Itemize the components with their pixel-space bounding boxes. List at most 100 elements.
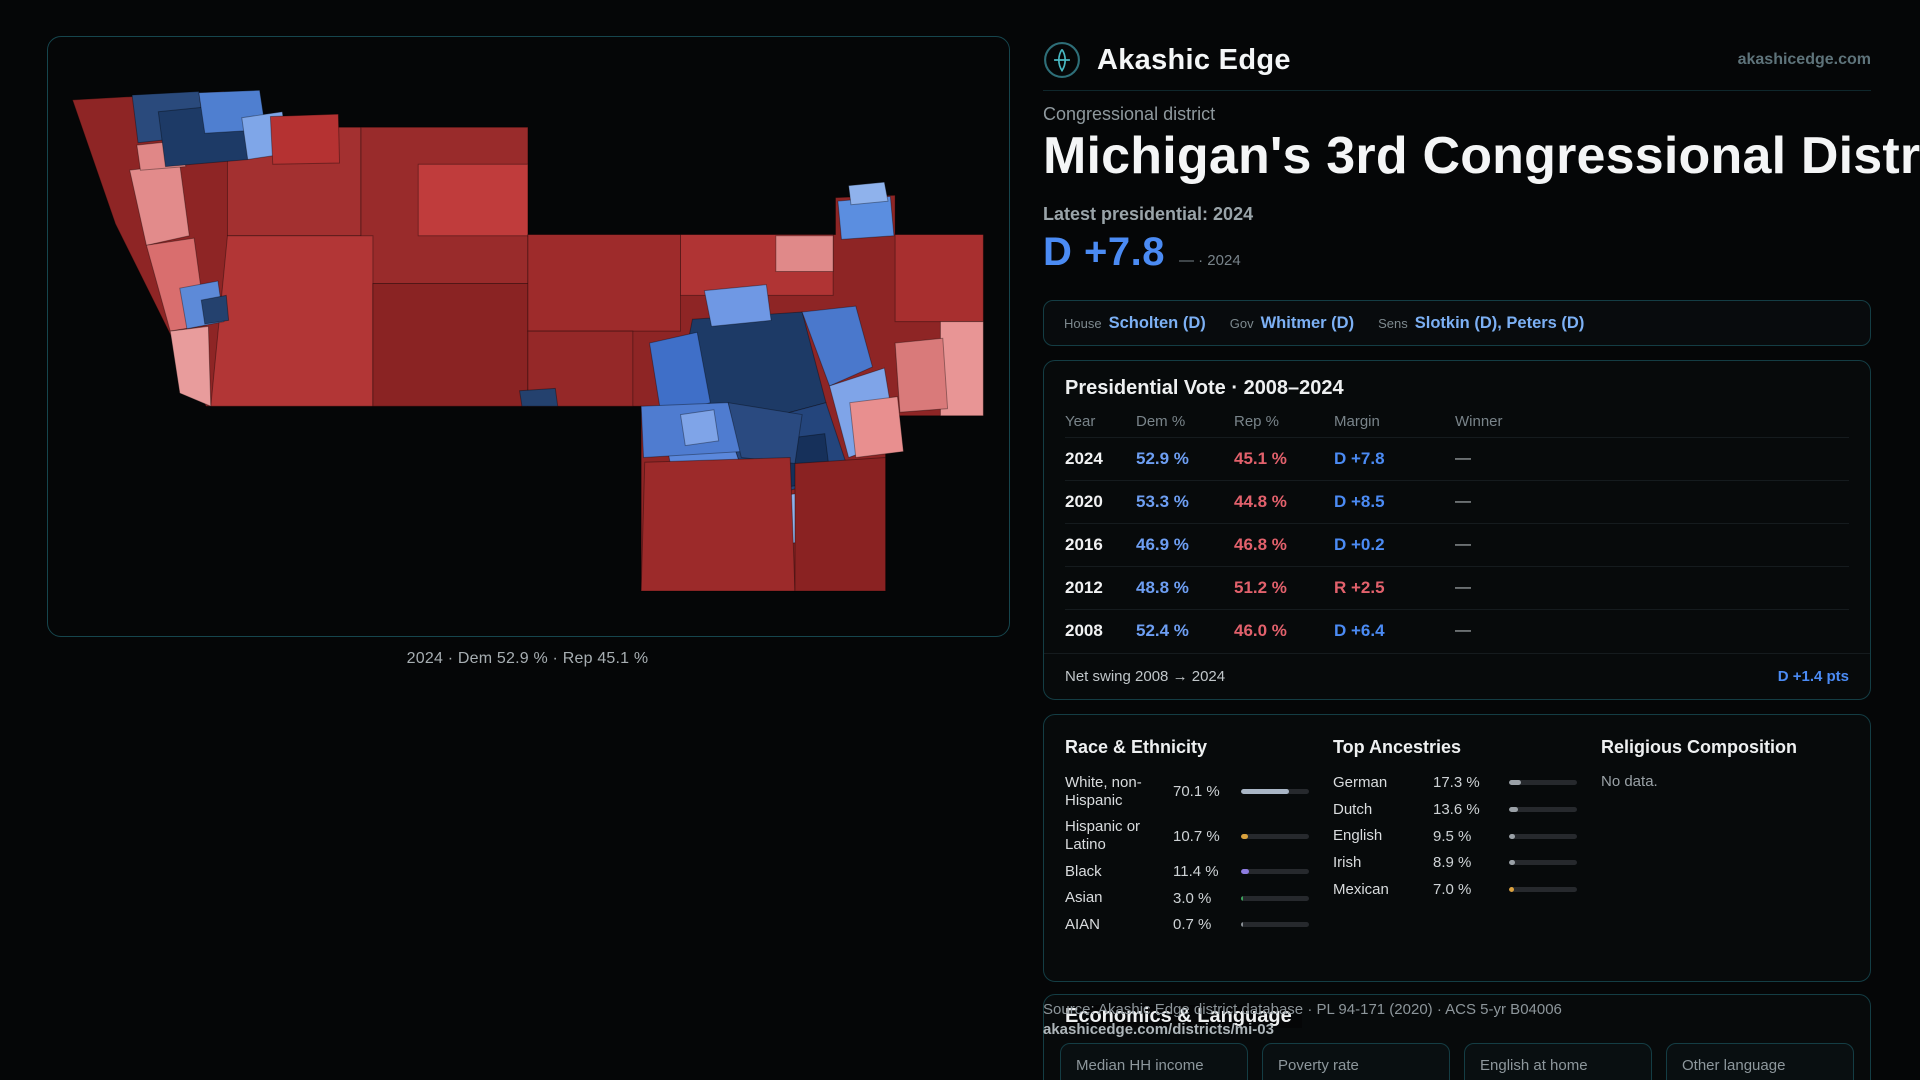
rep-cell: 51.2 % xyxy=(1234,578,1287,597)
winner-cell: — xyxy=(1455,493,1471,510)
official-link-house[interactable]: Scholten (D) xyxy=(1108,313,1206,332)
demographics-panel: Race & Ethnicity White, non-Hispanic 70.… xyxy=(1043,714,1871,982)
table-row: 2024 52.9 % 45.1 % D +7.8 — xyxy=(1065,437,1849,480)
stat-value: 11.4 % xyxy=(1173,863,1219,881)
table-row: 2012 48.8 % 51.2 % R +2.5 — xyxy=(1065,566,1849,609)
stat-label: Median HH income xyxy=(1076,1057,1204,1074)
site-header: Akashic Edge akashicedge.com xyxy=(1043,38,1871,82)
stat-label: German xyxy=(1333,774,1388,791)
stat-label: English at home xyxy=(1480,1057,1588,1074)
margin-cell: D +6.4 xyxy=(1334,621,1385,640)
official-role: House xyxy=(1064,315,1102,331)
margin-cell: D +7.8 xyxy=(1334,449,1385,468)
winner-cell: — xyxy=(1455,622,1471,639)
site-logo-icon[interactable] xyxy=(1043,41,1081,79)
year-cell: 2020 xyxy=(1065,492,1103,511)
official-role: Sens xyxy=(1378,315,1408,331)
rep-cell: 44.8 % xyxy=(1234,492,1287,511)
net-swing-label: Net swing 2008 → 2024 xyxy=(1065,668,1226,685)
map-caption: 2024 · Dem 52.9 % · Rep 45.1 % xyxy=(406,650,649,667)
top-ancestries-column: Top Ancestries German 17.3 % Dutch 13.6 … xyxy=(1333,715,1585,907)
percent-bar xyxy=(1509,887,1577,893)
header-divider xyxy=(1043,90,1871,91)
stat-row: AIAN 0.7 % xyxy=(1065,916,1317,934)
stat-label: Irish xyxy=(1333,854,1362,872)
stat-label: Black xyxy=(1065,862,1102,880)
source-url[interactable]: akashicedge.com/districts/mi-03 xyxy=(1043,1021,1274,1038)
margin-note: — · 2024 xyxy=(1178,252,1241,269)
stat-value: 0.7 % xyxy=(1173,916,1212,934)
latest-presidential-label: Latest presidential: 2024 xyxy=(1043,204,1254,224)
col-margin: Margin xyxy=(1334,412,1380,430)
percent-bar xyxy=(1241,895,1309,901)
page-title: Michigan's 3rd Congressional District xyxy=(1043,127,1920,185)
margin-cell: D +0.2 xyxy=(1334,535,1385,554)
stat-card: Median HH income $72,965 xyxy=(1060,1043,1248,1080)
stat-row: Black 11.4 % xyxy=(1065,863,1317,881)
stat-row: Dutch 13.6 % xyxy=(1333,801,1585,819)
margin-row: D +7.8 — · 2024 xyxy=(1043,230,1241,275)
percent-bar xyxy=(1509,780,1577,786)
stat-value: 8.9 % xyxy=(1433,854,1472,872)
stat-label: Other language xyxy=(1682,1057,1786,1074)
dem-cell: 53.3 % xyxy=(1136,492,1189,511)
dem-cell: 52.4 % xyxy=(1136,621,1189,640)
percent-bar xyxy=(1509,807,1577,813)
panel-title: Presidential Vote · 2008–2024 xyxy=(1065,377,1344,399)
margin-cell: D +8.5 xyxy=(1334,492,1385,511)
economics-stats: Median HH income $72,965 Poverty rate 11… xyxy=(1060,1043,1854,1080)
percent-bar xyxy=(1241,833,1309,839)
col-year: Year xyxy=(1065,412,1096,430)
winner-cell: — xyxy=(1455,536,1471,553)
stat-row: English 9.5 % xyxy=(1333,827,1585,845)
stat-value: 3.0 % xyxy=(1173,889,1212,907)
section-title: Religious Composition xyxy=(1601,737,1797,757)
winner-cell: — xyxy=(1455,579,1471,596)
stat-value: 10.7 % xyxy=(1173,827,1220,845)
site-name: Akashic Edge xyxy=(1097,43,1291,76)
race-ethnicity-column: Race & Ethnicity White, non-Hispanic 70.… xyxy=(1065,715,1317,943)
margin-cell: R +2.5 xyxy=(1334,578,1385,597)
district-map[interactable] xyxy=(56,45,1001,628)
official-link-sens[interactable]: Slotkin (D), Peters (D) xyxy=(1414,313,1585,332)
district-kicker: Congressional district xyxy=(1043,104,1216,124)
site-domain-link[interactable]: akashicedge.com xyxy=(1737,51,1871,68)
officials-bar: House Scholten (D) Gov Whitmer (D) Sens … xyxy=(1043,300,1871,346)
official-link-gov[interactable]: Whitmer (D) xyxy=(1260,313,1355,332)
section-title: Race & Ethnicity xyxy=(1065,737,1208,757)
stat-label: White, non-Hispanic xyxy=(1065,774,1142,809)
col-winner: Winner xyxy=(1455,412,1503,430)
year-cell: 2024 xyxy=(1065,449,1103,468)
map-regions xyxy=(71,89,984,592)
stat-value: 9.5 % xyxy=(1433,827,1472,845)
district-map-panel xyxy=(47,36,1010,637)
stat-row: Irish 8.9 % xyxy=(1333,854,1585,872)
table-header: Year Dem % Rep % Margin Winner xyxy=(1065,409,1849,433)
panel-title: Economics & Language xyxy=(1065,1005,1302,1028)
rep-cell: 46.8 % xyxy=(1234,535,1287,554)
table-body: 2024 52.9 % 45.1 % D +7.8 — 2020 53.3 % … xyxy=(1065,437,1849,652)
stat-label: Poverty rate xyxy=(1278,1057,1359,1074)
stat-label: Hispanic or Latino xyxy=(1065,818,1141,854)
stat-row: Mexican 7.0 % xyxy=(1333,881,1585,899)
stat-label: Asian xyxy=(1065,889,1103,907)
dem-cell: 46.9 % xyxy=(1136,535,1189,554)
section-title: Top Ancestries xyxy=(1333,737,1462,757)
year-cell: 2016 xyxy=(1065,535,1103,554)
stat-card: English at home 88.3 % xyxy=(1464,1043,1652,1080)
stat-label: Dutch xyxy=(1333,800,1373,818)
stat-card: Other language 11.7 % xyxy=(1666,1043,1854,1080)
stat-value: 7.0 % xyxy=(1433,881,1472,899)
religious-composition-column: Religious Composition No data. xyxy=(1601,715,1841,790)
stat-row: Hispanic or Latino 10.7 % xyxy=(1065,818,1317,853)
year-cell: 2012 xyxy=(1065,578,1103,597)
stat-label: AIAN xyxy=(1065,916,1101,934)
percent-bar xyxy=(1241,922,1309,928)
table-row: 2020 53.3 % 44.8 % D +8.5 — xyxy=(1065,480,1849,523)
official-role: Gov xyxy=(1229,315,1254,331)
margin-value: D +7.8 xyxy=(1043,230,1165,274)
net-swing-row: Net swing 2008 → 2024 D +1.4 pts xyxy=(1044,653,1870,699)
stat-row: White, non-Hispanic 70.1 % xyxy=(1065,774,1317,809)
percent-bar xyxy=(1241,869,1309,875)
stat-row: German 17.3 % xyxy=(1333,774,1585,792)
